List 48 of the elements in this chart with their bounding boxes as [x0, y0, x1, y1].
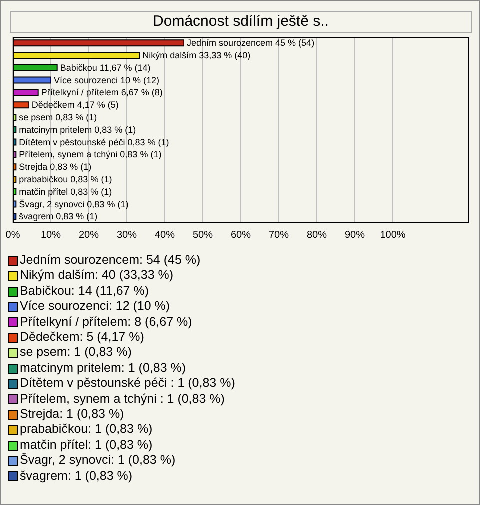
text: Švagr, 2 synovci: 1 (0,83 %) [20, 453, 176, 469]
text: Dědečkem: 5 (4,17 %) [20, 330, 144, 346]
x-tick-label: 30% [116, 230, 138, 242]
bar [13, 102, 30, 109]
text: prababičkou: 1 (0,83 %) [20, 422, 153, 438]
x-tick-label: 90% [344, 230, 366, 242]
category-label: prababičkou 0,83 % (1) [19, 174, 112, 184]
category-label: Přítelem, synem a tchýni 0,83 % (1) [19, 150, 162, 160]
text: se psem: 1 (0,83 %) [20, 345, 132, 361]
category-label: matcinym pritelem 0,83 % (1) [19, 124, 136, 135]
category-label: Švagr, 2 synovci 0,83 % (1) [19, 199, 129, 210]
x-tick-label: 80% [306, 230, 328, 242]
x-tick-label: 50% [192, 230, 214, 242]
category-label: Jedním sourozencem 45 % (54) [187, 38, 315, 48]
category-label: Strejda 0,83 % (1) [19, 162, 92, 172]
text: Jedním sourozencem: 54 (45 %) [20, 253, 201, 268]
category-label: se psem 0,83 % (1) [19, 112, 98, 122]
bar [13, 64, 58, 72]
x-tick-label: 10% [40, 230, 62, 242]
bar [13, 52, 140, 59]
category-label: Nikým dalším 33,33 % (40) [142, 50, 251, 60]
category-label: Babičkou 11,67 % (14) [60, 62, 151, 73]
x-tick-label: 20% [78, 230, 100, 242]
bar [13, 89, 39, 96]
category-label: Více sourozenci 10 % (12) [54, 75, 160, 86]
category-label: švagrem 0,83 % (1) [19, 212, 98, 222]
text: matcinym pritelem: 1 (0,83 %) [20, 360, 186, 376]
bar [13, 40, 184, 47]
text: Dítětem v pěstounské péči : 1 (0,83 %) [20, 376, 236, 392]
text: Více sourozenci: 12 (10 %) [20, 299, 170, 315]
category-label: Dědečkem 4,17 % (5) [32, 100, 119, 110]
category-label: Přítelkyní / přítelem 6,67 % (8) [41, 88, 163, 98]
text: Nikým dalším: 40 (33,33 %) [20, 268, 174, 284]
text: Babičkou: 14 (11,67 %) [20, 284, 150, 300]
x-tick-label: 40% [154, 230, 176, 242]
x-tick-label: 0% [6, 230, 20, 242]
category-label: matčin přítel 0,83 % (1) [19, 186, 112, 197]
chart-title: Domácnost sdílím ještě s.. [10, 11, 472, 33]
text: Přítelkyní / přítelem: 8 (6,67 %) [20, 314, 192, 330]
x-tick-label: 60% [230, 230, 252, 242]
x-tick-label: 70% [268, 230, 290, 242]
bar [13, 76, 52, 84]
text: matčin přítel: 1 (0,83 %) [20, 438, 153, 453]
text: Strejda: 1 (0,83 %) [20, 407, 124, 422]
x-tick-label: 100% [380, 230, 406, 242]
text: švagrem: 1 (0,83 %) [20, 468, 133, 484]
text: Přítelem, synem a tchýni : 1 (0,83 %) [20, 392, 225, 408]
category-label: Dítětem v pěstounské péči 0,83 % (1) [19, 137, 170, 148]
